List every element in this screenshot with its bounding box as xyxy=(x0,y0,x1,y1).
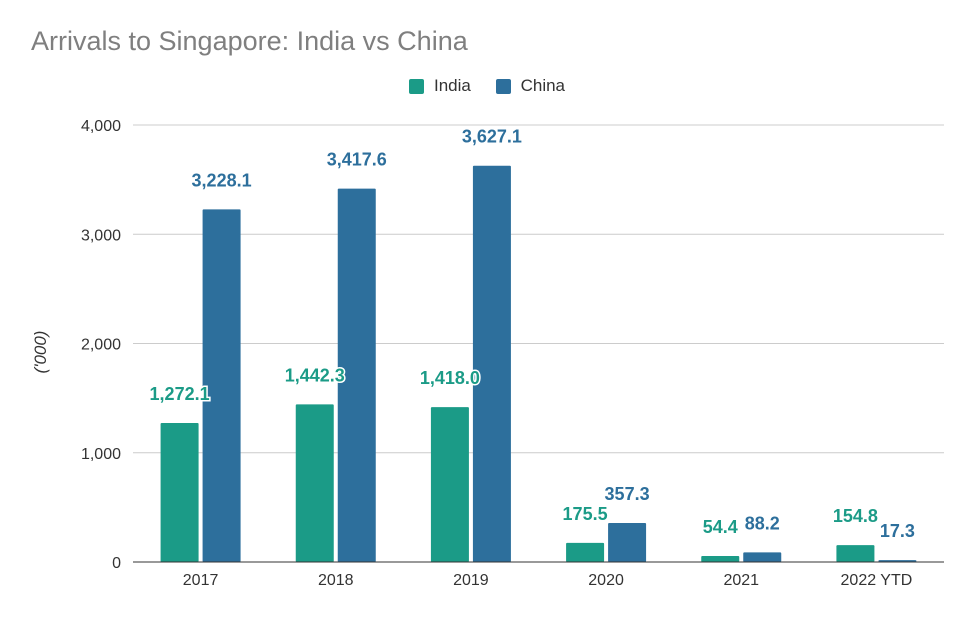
data-label-india: 175.5 xyxy=(563,504,608,524)
bar-china[interactable] xyxy=(202,209,241,562)
data-label-india: 1,442.3 xyxy=(285,365,345,385)
bar-china[interactable] xyxy=(608,522,647,562)
data-label-china: 3,627.1 xyxy=(462,127,522,147)
x-tick-label: 2021 xyxy=(723,572,759,589)
y-tick-label: 2,000 xyxy=(81,337,121,354)
legend-swatch-china xyxy=(495,78,511,94)
bar-china[interactable] xyxy=(743,552,782,562)
x-tick-label: 2020 xyxy=(588,572,624,589)
gridlines xyxy=(133,124,944,454)
chart-title: Arrivals to Singapore: India vs China xyxy=(31,26,468,56)
legend: India China xyxy=(0,76,974,99)
legend-item-india[interactable]: India xyxy=(408,76,471,96)
data-labels: 1,272.1 1,442.3 1,418.0 175.5 54.4 154.8 3,228… xyxy=(148,125,916,542)
bar-india[interactable] xyxy=(566,542,605,562)
bar-india[interactable] xyxy=(430,407,469,562)
bar-india[interactable] xyxy=(295,404,334,562)
legend-label-india: India xyxy=(433,76,471,95)
bars xyxy=(160,165,917,562)
data-label-china: 3,228.1 xyxy=(192,170,252,190)
data-label-india: 154.8 xyxy=(833,506,878,526)
axes: 0 1,000 2,000 3,000 4,000 2017 2018 2019 2020 202… xyxy=(81,118,944,589)
data-label-china: 88.2 xyxy=(745,513,780,533)
legend-swatch-india xyxy=(408,78,424,94)
x-tick-label: 2022 YTD xyxy=(841,572,913,589)
bar-china[interactable] xyxy=(472,165,511,562)
bar-china[interactable] xyxy=(337,188,376,562)
data-label-india: 1,418.0 xyxy=(420,368,480,388)
x-tick-label: 2017 xyxy=(183,572,219,589)
y-tick-label: 0 xyxy=(112,555,121,572)
y-tick-label: 1,000 xyxy=(81,446,121,463)
legend-item-china[interactable]: China xyxy=(495,76,566,96)
data-label-china: 357.3 xyxy=(605,484,650,504)
data-label-india: 54.4 xyxy=(703,517,738,537)
y-tick-label: 3,000 xyxy=(81,227,121,244)
data-label-china: 17.3 xyxy=(880,521,915,541)
x-tick-label: 2019 xyxy=(453,572,489,589)
data-label-china: 3,417.6 xyxy=(327,150,387,170)
y-tick-label: 4,000 xyxy=(81,118,121,135)
legend-label-china: China xyxy=(520,76,566,95)
x-tick-label: 2018 xyxy=(318,572,354,589)
bar-india[interactable] xyxy=(160,423,199,562)
bar-india[interactable] xyxy=(836,545,875,562)
data-label-india: 1,272.1 xyxy=(150,384,210,404)
bar-india[interactable] xyxy=(701,556,740,562)
y-axis-label: ('000) xyxy=(31,331,50,374)
